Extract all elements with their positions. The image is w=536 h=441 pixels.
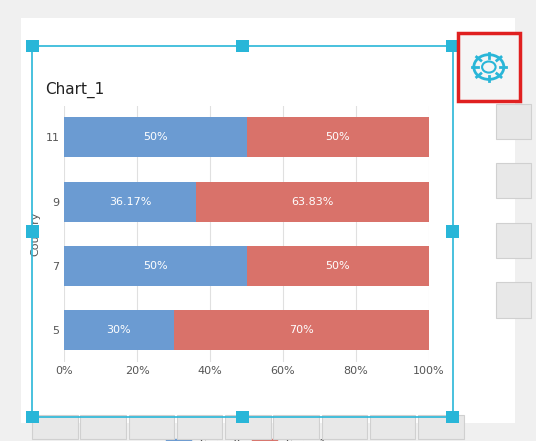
- Text: Chart_1: Chart_1: [46, 82, 105, 98]
- Text: 30%: 30%: [107, 325, 131, 335]
- Text: 50%: 50%: [143, 132, 168, 142]
- Y-axis label: Country: Country: [30, 212, 40, 256]
- Text: 50%: 50%: [143, 261, 168, 271]
- Legend: Series0, Series1: Series0, Series1: [162, 434, 331, 441]
- Text: 36.17%: 36.17%: [109, 197, 152, 207]
- Bar: [64, 182, 196, 221]
- Bar: [64, 246, 247, 286]
- Bar: [64, 310, 174, 350]
- Bar: [247, 246, 429, 286]
- Text: 50%: 50%: [325, 261, 350, 271]
- Text: 50%: 50%: [325, 132, 350, 142]
- Text: 70%: 70%: [289, 325, 314, 335]
- Bar: [196, 182, 429, 221]
- Bar: [64, 117, 247, 157]
- Bar: [174, 310, 429, 350]
- Text: 63.83%: 63.83%: [291, 197, 334, 207]
- Bar: [247, 117, 429, 157]
